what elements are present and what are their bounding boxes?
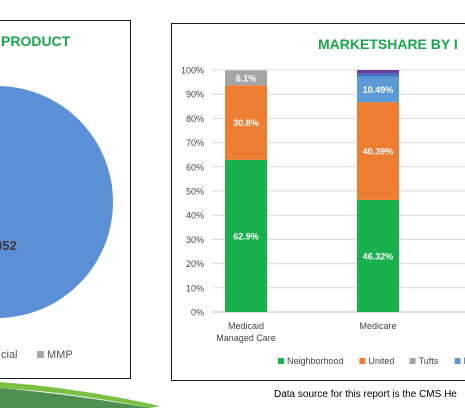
bar-segment <box>357 70 399 74</box>
bar-segment <box>357 199 399 312</box>
stacked-bar-chart: 0% 10% 20% 30% 40% 50% 60% 70% 80% 90% 100% 62.9% 30… <box>181 66 465 366</box>
decorative-green-banner <box>0 380 465 408</box>
legend-swatch <box>359 358 366 364</box>
y-tick-label: 40% <box>186 211 204 221</box>
x-tick-label: Medicare <box>359 321 396 331</box>
legend-swatch <box>37 350 44 358</box>
data-label: 62.9% <box>233 231 259 241</box>
product-chart-title: PRODUCT <box>1 33 71 49</box>
y-tick-label: 30% <box>186 235 204 245</box>
legend-swatch <box>409 358 416 364</box>
x-tick-label: Medicaid <box>228 321 264 331</box>
y-tick-label: 60% <box>186 162 204 172</box>
legend-swatch <box>454 358 461 364</box>
legend-swatch <box>278 358 284 364</box>
pie-slice-label: 052 <box>0 238 17 253</box>
legend-label: Neighborhood <box>287 356 344 366</box>
marketshare-chart-panel: MARKETSHARE BY I 0% 10% 20% 30% 40% 50% 60% 70%… <box>171 23 465 381</box>
data-source-footnote: Data source for this report is the CMS H… <box>274 389 457 400</box>
top-text-fragment <box>0 0 465 6</box>
marketshare-chart-title: MARKETSHARE BY I <box>318 36 458 52</box>
y-tick-label: 70% <box>186 138 204 148</box>
bar-segment <box>357 73 399 77</box>
bar-segment <box>357 102 399 200</box>
legend-label: United <box>368 356 394 366</box>
y-tick-label: 20% <box>186 259 204 269</box>
y-tick-label: 50% <box>186 187 204 197</box>
bar-segment <box>357 76 399 103</box>
data-label: 30.8% <box>233 118 259 128</box>
pie-legend-item: MMP <box>37 349 73 361</box>
legend-label: B <box>464 356 465 366</box>
y-tick-label: 90% <box>186 90 204 100</box>
y-tick-label: 10% <box>186 283 204 293</box>
y-tick-label: 80% <box>186 114 204 124</box>
product-chart-panel: PRODUCT 052 cial MMP <box>0 20 131 379</box>
legend-label: Tufts <box>419 356 439 366</box>
product-pie-slice <box>0 86 113 318</box>
y-tick-label: 0% <box>191 308 204 318</box>
pie-legend-item: cial <box>1 349 18 361</box>
data-label: 46.32% <box>363 251 394 261</box>
bar-segment <box>225 159 267 312</box>
data-label: 6.1% <box>236 73 257 83</box>
data-label: 10.49% <box>363 85 394 95</box>
x-tick-label: Managed Care <box>216 333 276 343</box>
y-tick-label: 100% <box>181 66 204 76</box>
data-label: 40.39% <box>363 147 394 157</box>
bar-segment <box>225 85 267 160</box>
bar-segment <box>225 70 267 86</box>
